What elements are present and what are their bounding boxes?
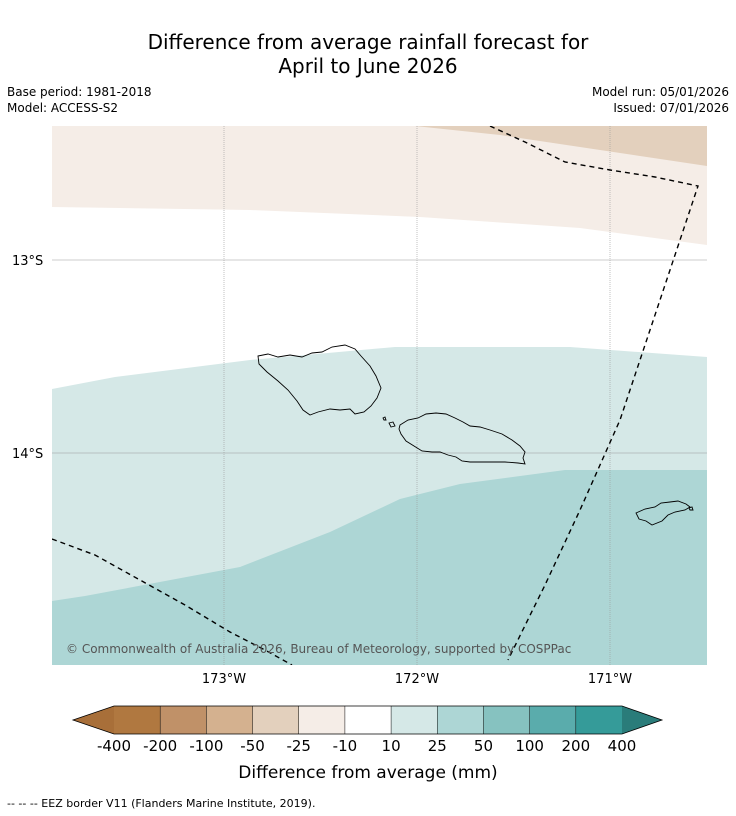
wetter-band-medium (52, 470, 707, 665)
meta-left: Base period: 1981-2018 Model: ACCESS-S2 (7, 84, 152, 116)
colorbar-segment (575, 706, 622, 734)
colorbar-tick-label: 25 (428, 737, 447, 755)
eez-legend: -- -- -- EEZ border V11 (Flanders Marine… (7, 797, 316, 810)
lon-label-171w: 171°W (588, 672, 632, 687)
colorbar-segment (252, 706, 299, 734)
colorbar-tick-label: -25 (286, 737, 311, 755)
colorbar-tick-label: -400 (97, 737, 131, 755)
title-line-2: April to June 2026 (278, 54, 458, 78)
colorbar-tick-label: 200 (561, 737, 590, 755)
colorbar-segment (206, 706, 253, 734)
colorbar-tick-label: 100 (515, 737, 544, 755)
colorbar-ticks: -400 -200 -100 -50 -25 -10 10 25 50 100 200 400 (97, 737, 636, 755)
colorbar-segment (298, 706, 345, 734)
lon-label-172w: 172°W (395, 672, 439, 687)
title-line-1: Difference from average rainfall forecas… (147, 30, 589, 54)
gridlines (52, 126, 707, 665)
colorbar-tick-label: -200 (143, 737, 177, 755)
model-run: Model run: 05/01/2026 (591, 85, 729, 99)
colorbar-segment (160, 706, 207, 734)
colorbar-extend-low (73, 706, 114, 734)
eez-borders (52, 126, 699, 665)
colorbar-segment (437, 706, 484, 734)
eez-border-east (489, 126, 699, 661)
colorbar-segment (114, 706, 161, 734)
colorbar-tick-label: 400 (608, 737, 637, 755)
lat-label-14s: 14°S (12, 447, 43, 462)
lat-label-13s: 13°S (12, 254, 43, 269)
colorbar-label: Difference from average (mm) (238, 763, 497, 783)
lon-label-173w: 173°W (202, 672, 246, 687)
colorbar-segment (344, 706, 392, 734)
copyright-text: © Commonwealth of Australia 2026, Bureau… (66, 642, 571, 656)
coastlines (257, 344, 694, 526)
upolu-island (398, 412, 526, 465)
drier-band-medium (415, 126, 707, 166)
drier-band-light (52, 126, 707, 245)
colorbar-tick-label: -50 (240, 737, 265, 755)
eez-border-southwest (52, 538, 293, 665)
colorbar (71, 705, 664, 735)
colorbar-tick-label: 50 (474, 737, 493, 755)
colorbar-segment (483, 706, 530, 734)
map-title: Difference from average rainfall forecas… (0, 30, 736, 78)
meta-right: Model run: 05/01/2026 Issued: 07/01/2026 (592, 84, 729, 116)
colorbar-outline (71, 705, 664, 735)
model-name: Model: ACCESS-S2 (7, 101, 119, 115)
map-area: © Commonwealth of Australia 2026, Bureau… (52, 126, 707, 665)
colorbar-segment (391, 706, 438, 734)
colorbar-tick-label: -10 (333, 737, 358, 755)
tutuila-island (635, 500, 691, 526)
base-period: Base period: 1981-2018 (7, 85, 152, 99)
colorbar-tick-label: 10 (382, 737, 401, 755)
colorbar-segment (529, 706, 576, 734)
savaii-island (257, 344, 382, 416)
colorbar-extend-high (622, 706, 662, 734)
colorbar-tick-label: -100 (189, 737, 223, 755)
aunuu-island (688, 506, 694, 511)
issued-date: Issued: 07/01/2026 (613, 101, 729, 115)
manono-island (388, 421, 396, 428)
apolima-island (382, 416, 387, 421)
